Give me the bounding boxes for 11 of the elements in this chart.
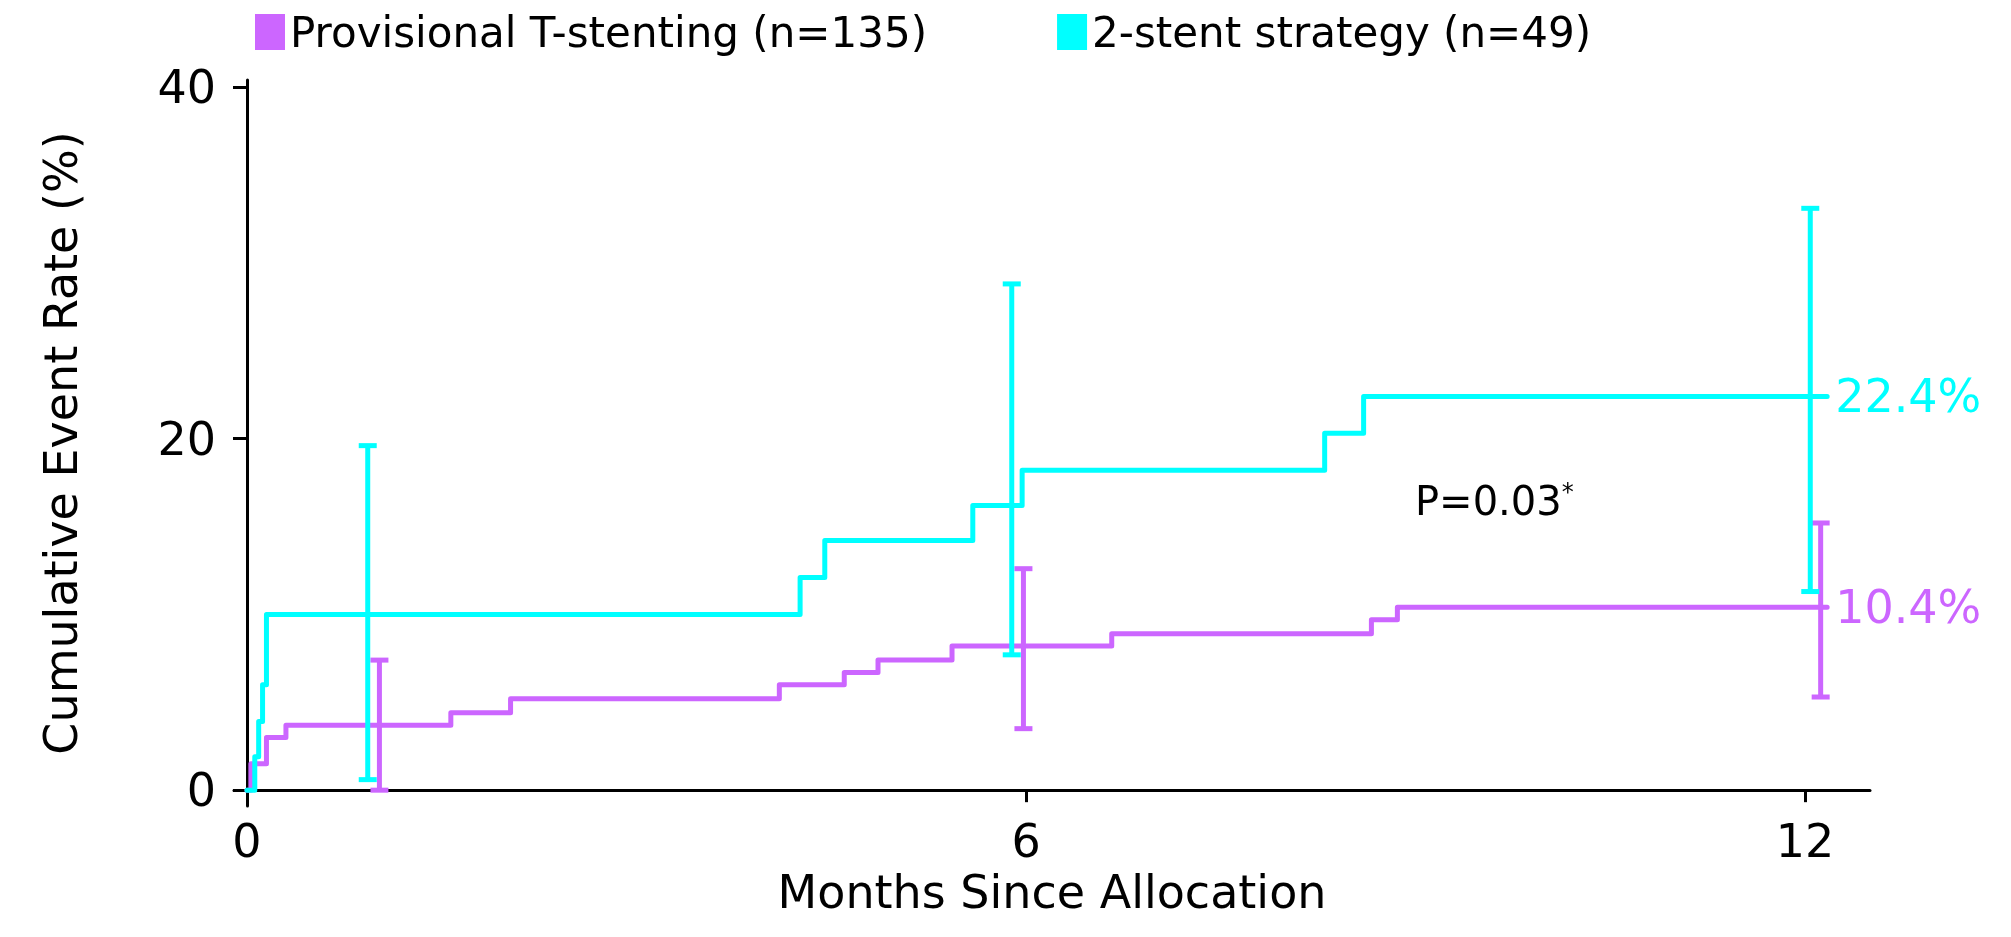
annotation: P=0.03* xyxy=(1415,478,1574,524)
x-tick-label: 12 xyxy=(1775,814,1835,868)
y-tick-label: 40 xyxy=(157,60,216,115)
legend-label: 2-stent strategy (n=49) xyxy=(1092,7,1592,57)
y-tick-label: 0 xyxy=(186,763,216,818)
y-axis-title: Cumulative Event Rate (%) xyxy=(34,131,88,755)
data-label: 10.4% xyxy=(1835,580,1982,635)
x-tick-label: 0 xyxy=(232,814,262,868)
legend-label: Provisional T-stenting (n=135) xyxy=(290,7,928,57)
y-tick-label: 20 xyxy=(157,411,216,466)
data-label: 22.4% xyxy=(1835,369,1982,424)
